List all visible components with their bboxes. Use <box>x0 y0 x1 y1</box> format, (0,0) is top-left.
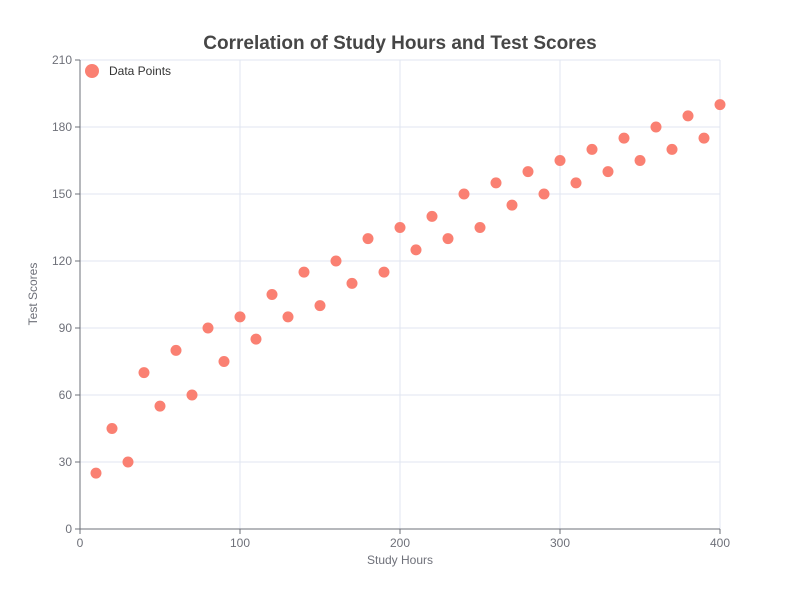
data-point[interactable] <box>346 277 358 289</box>
axes <box>75 59 721 534</box>
data-point[interactable] <box>458 188 470 200</box>
data-point[interactable] <box>202 322 214 334</box>
legend[interactable]: Data Points <box>85 64 171 78</box>
data-point[interactable] <box>122 456 134 468</box>
data-point[interactable] <box>154 400 166 412</box>
data-point[interactable] <box>650 121 662 133</box>
data-point[interactable] <box>186 389 198 401</box>
y-tick-label: 180 <box>52 120 72 134</box>
data-point[interactable] <box>554 155 566 166</box>
data-point[interactable] <box>714 99 726 111</box>
data-point[interactable] <box>474 222 486 233</box>
data-points <box>90 99 726 479</box>
data-point[interactable] <box>170 344 182 356</box>
data-point[interactable] <box>298 266 310 278</box>
x-tick-label: 200 <box>390 536 410 550</box>
data-point[interactable] <box>106 423 118 434</box>
data-point[interactable] <box>426 210 438 222</box>
data-point[interactable] <box>538 188 550 200</box>
data-point[interactable] <box>90 467 102 479</box>
y-tick-label: 90 <box>59 321 73 335</box>
y-axis-title: Test Scores <box>26 263 40 326</box>
data-point[interactable] <box>394 222 406 233</box>
data-point[interactable] <box>362 233 374 245</box>
y-tick-label: 210 <box>52 53 72 67</box>
data-point[interactable] <box>442 233 454 245</box>
chart-title: Correlation of Study Hours and Test Scor… <box>203 33 596 54</box>
data-point[interactable] <box>602 166 614 178</box>
y-tick-label: 60 <box>59 388 73 402</box>
data-point[interactable] <box>314 300 326 312</box>
y-tick-label: 120 <box>52 254 72 268</box>
data-point[interactable] <box>682 110 694 122</box>
data-point[interactable] <box>570 177 582 189</box>
x-axis-title: Study Hours <box>367 553 433 567</box>
y-tick-label: 150 <box>52 187 72 201</box>
data-point[interactable] <box>378 266 390 278</box>
x-tick-label: 300 <box>550 536 570 550</box>
data-point[interactable] <box>218 356 230 367</box>
tick-labels: 0 100 200 300 400 0 30 60 90 120 150 180 210 <box>52 53 730 550</box>
data-point[interactable] <box>698 132 710 144</box>
x-tick-label: 100 <box>230 536 250 550</box>
data-point[interactable] <box>666 143 678 155</box>
data-point[interactable] <box>618 132 630 144</box>
data-point[interactable] <box>234 311 246 323</box>
x-tick-label: 400 <box>710 536 730 550</box>
data-point[interactable] <box>330 255 342 267</box>
data-point[interactable] <box>250 333 262 345</box>
data-point[interactable] <box>506 199 518 211</box>
grid-lines <box>80 59 721 529</box>
data-point[interactable] <box>266 289 278 300</box>
data-point[interactable] <box>490 177 502 189</box>
legend-marker[interactable] <box>85 64 99 78</box>
x-tick-label: 0 <box>77 536 84 550</box>
y-tick-label: 0 <box>65 522 72 536</box>
data-point[interactable] <box>282 311 294 323</box>
data-point[interactable] <box>410 244 422 256</box>
data-point[interactable] <box>522 166 534 178</box>
data-point[interactable] <box>634 155 646 166</box>
data-point[interactable] <box>138 367 150 379</box>
y-tick-label: 30 <box>59 455 73 469</box>
data-point[interactable] <box>586 143 598 155</box>
legend-label[interactable]: Data Points <box>109 64 171 78</box>
